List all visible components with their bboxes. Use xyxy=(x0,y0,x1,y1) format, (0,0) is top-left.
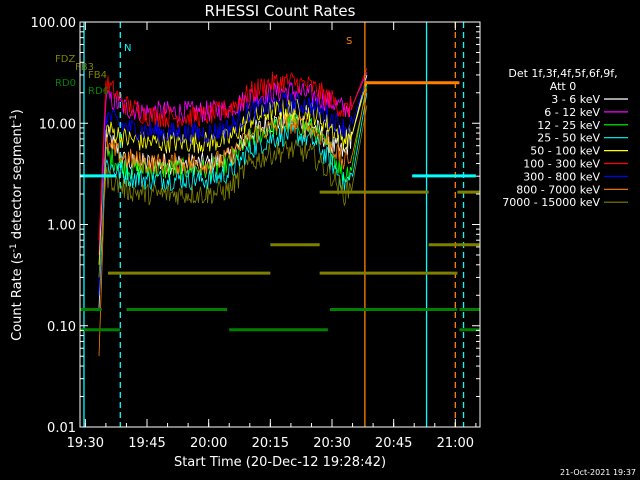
y-label-part-2: detector segment xyxy=(10,123,25,243)
x-tick-label: 20:45 xyxy=(375,436,412,451)
series-line-50-100-kev xyxy=(98,81,368,265)
x-tick-label: 20:15 xyxy=(252,436,289,451)
legend-entry-label: 300 - 800 keV xyxy=(523,170,600,183)
legend-entry-label: 12 - 25 keV xyxy=(537,119,600,132)
legend-entry-label: 3 - 6 keV xyxy=(551,93,600,106)
y-label-part-3: ) xyxy=(10,109,25,114)
x-tick-label: 19:30 xyxy=(67,436,104,451)
legend-entry-label: 50 - 100 keV xyxy=(530,145,600,158)
series-line-7000-15000-kev xyxy=(98,105,368,278)
legend-entry-label: 100 - 300 keV xyxy=(523,158,600,171)
series-line-100-300-kev xyxy=(98,68,368,241)
legend-entry-label: 7000 - 15000 keV xyxy=(502,196,600,209)
x-tick-label: 20:30 xyxy=(313,436,350,451)
legend-header-detectors: Det 1f,3f,4f,5f,6f,9f, xyxy=(508,67,617,80)
y-tick-label: 100.00 xyxy=(31,16,77,31)
series-line-300-800-kev xyxy=(98,77,368,296)
y-label-part-1: Count Rate (s xyxy=(10,252,25,341)
y-tick-label: 0.10 xyxy=(47,320,76,335)
y-tick-label: 1.00 xyxy=(47,219,76,234)
series-line-800-7000-kev xyxy=(98,88,368,357)
x-tick-label: 21:00 xyxy=(437,436,474,451)
marker-label-n: N xyxy=(124,43,131,54)
y-axis-label: Count Rate (s-1 detector segment-1) xyxy=(9,109,25,341)
legend: Det 1f,3f,4f,5f,6f,9f, Att 0 3 - 6 keV6 … xyxy=(502,67,628,209)
axis-ticks: 19:30 19:45 20:00 20:15 20:30 20:45 21:00 0.01 0… xyxy=(31,16,480,451)
footer-timestamp: 21-Oct-2021 19:37 xyxy=(560,468,636,477)
y-label-exponent-1: -1 xyxy=(9,243,19,252)
flag-label: FB4 xyxy=(88,70,107,81)
legend-header-attenuator: Att 0 xyxy=(550,80,576,93)
series-traces xyxy=(98,68,368,357)
flag-label: FB3 xyxy=(75,62,94,73)
x-axis-label: Start Time (20-Dec-12 19:28:42) xyxy=(174,455,386,470)
y-label-exponent-2: -1 xyxy=(9,114,19,123)
y-tick-label: 0.01 xyxy=(47,421,76,436)
flag-label: RD0 xyxy=(55,78,76,89)
flag-label: FDZ xyxy=(55,54,75,65)
series-line-25-50-kev xyxy=(98,92,368,296)
y-tick-label: 10.00 xyxy=(39,117,76,132)
chart-title: RHESSI Count Rates xyxy=(205,2,356,20)
legend-entry-label: 25 - 50 keV xyxy=(537,132,600,145)
marker-label-s: S xyxy=(346,36,352,47)
x-tick-label: 20:00 xyxy=(190,436,227,451)
legend-entry-label: 6 - 12 keV xyxy=(544,106,600,119)
flag-label: RD6 xyxy=(88,86,109,97)
legend-entry-label: 800 - 7000 keV xyxy=(516,183,600,196)
x-tick-label: 19:45 xyxy=(128,436,165,451)
